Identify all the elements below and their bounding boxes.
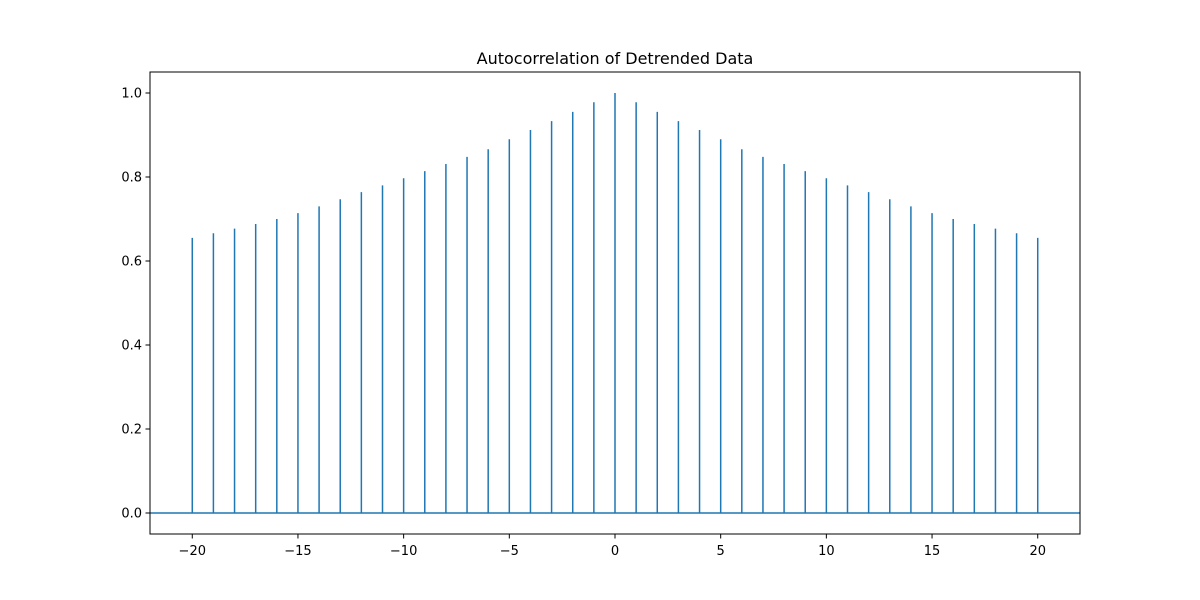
- y-axis: 0.0 0.2 0.4 0.6 0.8 1.0: [121, 87, 150, 522]
- x-tick-label: −10: [390, 544, 417, 559]
- x-tick-label: −20: [179, 544, 206, 559]
- x-tick-label: 15: [924, 544, 941, 559]
- y-tick-label: 1.0: [121, 87, 142, 102]
- y-tick-label: 0.8: [121, 171, 142, 186]
- y-tick-label: 0.2: [121, 423, 142, 438]
- x-tick-label: 10: [818, 544, 835, 559]
- x-tick-label: −5: [500, 544, 519, 559]
- y-tick-label: 0.4: [121, 339, 142, 354]
- x-tick-label: 20: [1029, 544, 1046, 559]
- x-axis: −20 −15 −10 −5 0 5 10 15 20: [179, 534, 1046, 559]
- chart-title: Autocorrelation of Detrended Data: [477, 49, 754, 68]
- y-tick-label: 0.0: [121, 507, 142, 522]
- x-tick-label: 0: [611, 544, 619, 559]
- stem-series: [191, 93, 1039, 513]
- y-tick-label: 0.6: [121, 255, 142, 270]
- x-tick-label: 5: [717, 544, 725, 559]
- x-tick-label: −15: [284, 544, 311, 559]
